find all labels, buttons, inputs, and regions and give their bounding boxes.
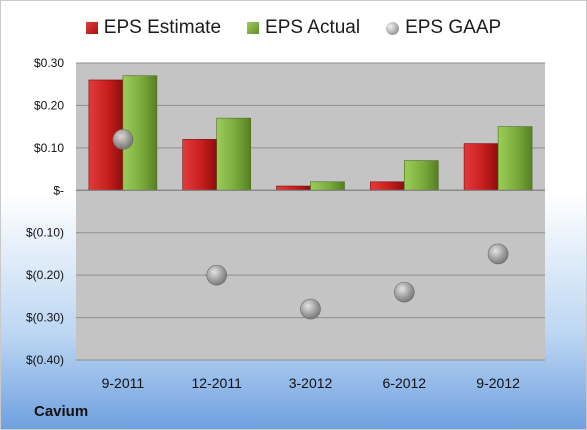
legend-swatch-gaap (386, 21, 400, 35)
legend-swatch-estimate (85, 22, 98, 34)
bar-eps-estimate (369, 181, 405, 191)
y-tick-label: $(0.20) (26, 268, 64, 282)
bar-eps-actual (497, 126, 533, 191)
legend-label-actual: EPS Actual (265, 17, 361, 38)
legend-label-gaap: EPS GAAP (405, 17, 502, 38)
x-tick-label: 3-2012 (289, 375, 333, 391)
legend-swatch-actual (247, 22, 260, 34)
y-tick-label: $- (53, 183, 64, 197)
y-tick-label: $(0.30) (26, 311, 64, 325)
bar-eps-actual (403, 160, 439, 191)
legend: EPS Estimate EPS Actual EPS GAAP (1, 17, 586, 39)
company-name: Cavium (34, 403, 89, 420)
legend-item-actual: EPS Actual (247, 17, 360, 39)
y-tick-label: $0.10 (34, 141, 64, 155)
legend-label-estimate: EPS Estimate (103, 17, 222, 38)
bar-eps-estimate (182, 139, 217, 191)
x-tick-label: 12-2011 (192, 375, 243, 391)
point-eps-gaap (300, 298, 321, 320)
bar-eps-actual (310, 181, 345, 191)
legend-item-estimate: EPS Estimate (85, 17, 222, 39)
point-eps-gaap (112, 129, 134, 150)
point-eps-gaap (487, 243, 509, 265)
bar-eps-actual (216, 117, 251, 191)
y-tick-label: $(0.40) (26, 353, 64, 367)
point-eps-gaap (393, 281, 415, 303)
legend-item-gaap: EPS GAAP (386, 17, 501, 39)
x-tick-label: 6-2012 (383, 375, 427, 391)
bar-eps-estimate (276, 185, 311, 191)
y-tick-label: $0.30 (34, 56, 64, 70)
x-tick-label: 9-2011 (102, 375, 145, 391)
x-tick-label: 9-2012 (476, 375, 520, 391)
y-tick-label: $(0.10) (26, 226, 64, 240)
y-tick-label: $0.20 (34, 98, 64, 112)
point-eps-gaap (206, 264, 227, 286)
bar-eps-estimate (463, 143, 499, 191)
